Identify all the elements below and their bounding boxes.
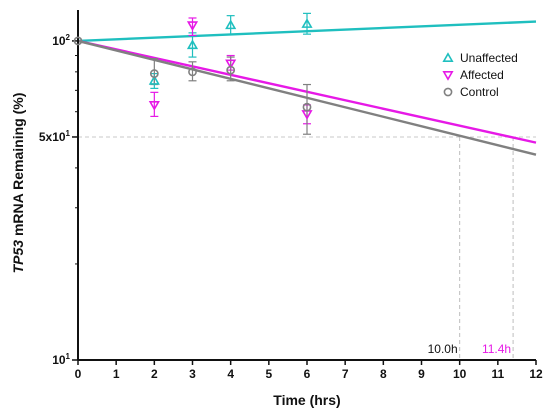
legend-label-control: Control bbox=[460, 85, 499, 99]
y-axis-title-gene: TP53 bbox=[10, 240, 26, 274]
y-tick-label: 101 bbox=[52, 352, 70, 367]
x-tick-label: 1 bbox=[113, 367, 120, 381]
x-tick-label: 2 bbox=[151, 367, 158, 381]
data-point-control bbox=[188, 67, 197, 77]
data-point-control bbox=[149, 69, 159, 78]
x-tick-label: 7 bbox=[342, 367, 349, 381]
data-point-unaffected bbox=[186, 39, 199, 50]
y-axis-title: TP53 mRNA Remaining (%) bbox=[10, 93, 26, 274]
legend-label-unaffected: Unaffected bbox=[460, 51, 518, 65]
reference-lines bbox=[78, 136, 536, 360]
x-tick-label: 0 bbox=[75, 367, 82, 381]
data-point-affected bbox=[148, 100, 160, 111]
data-point-unaffected bbox=[225, 19, 237, 30]
markers bbox=[73, 18, 313, 120]
legend-marker-affected bbox=[442, 71, 454, 81]
x-tick-label: 6 bbox=[304, 367, 311, 381]
legend-marker-control bbox=[443, 87, 453, 97]
x-tick-label: 8 bbox=[380, 367, 387, 381]
legend-marker-unaffected bbox=[442, 52, 454, 62]
y-axis-title-rest: mRNA Remaining (%) bbox=[10, 93, 26, 240]
half-life-label-control: 10.0h bbox=[428, 342, 458, 356]
legend-label-affected: Affected bbox=[460, 68, 504, 82]
half-life-labels: 11.4h 10.0h bbox=[428, 342, 511, 356]
y-tick-label: 102 bbox=[52, 33, 70, 48]
origin-point bbox=[73, 36, 83, 46]
x-tick-label: 3 bbox=[189, 367, 196, 381]
y-tick-exponent: 1 bbox=[66, 129, 71, 138]
x-axis-title: Time (hrs) bbox=[273, 392, 340, 408]
data-point-unaffected bbox=[301, 18, 313, 28]
y-tick-exponent: 2 bbox=[66, 33, 71, 42]
x-tick-label: 10 bbox=[453, 367, 467, 381]
data-point-control bbox=[302, 102, 312, 112]
y-tick-base: 10 bbox=[52, 353, 66, 367]
x-tick-label: 4 bbox=[227, 367, 234, 381]
data-point-unaffected bbox=[148, 74, 160, 85]
legend: Unaffected Affected Control bbox=[442, 51, 518, 99]
y-tick-base: 10 bbox=[52, 34, 66, 48]
y-tick-base: 5x10 bbox=[39, 130, 66, 144]
data-point-affected bbox=[225, 59, 237, 70]
x-tick-label: 9 bbox=[418, 367, 425, 381]
x-ticks: 0 1 2 3 4 5 6 7 8 9 10 11 12 bbox=[75, 360, 543, 381]
y-tick-exponent: 1 bbox=[66, 352, 71, 361]
half-life-label-affected: 11.4h bbox=[482, 342, 511, 356]
data-point-control bbox=[226, 65, 236, 75]
x-tick-label: 5 bbox=[265, 367, 272, 381]
y-tick-label: 5x101 bbox=[39, 129, 71, 144]
x-tick-label: 12 bbox=[529, 367, 543, 381]
data-point-affected bbox=[186, 21, 199, 32]
x-tick-label: 11 bbox=[491, 367, 504, 381]
